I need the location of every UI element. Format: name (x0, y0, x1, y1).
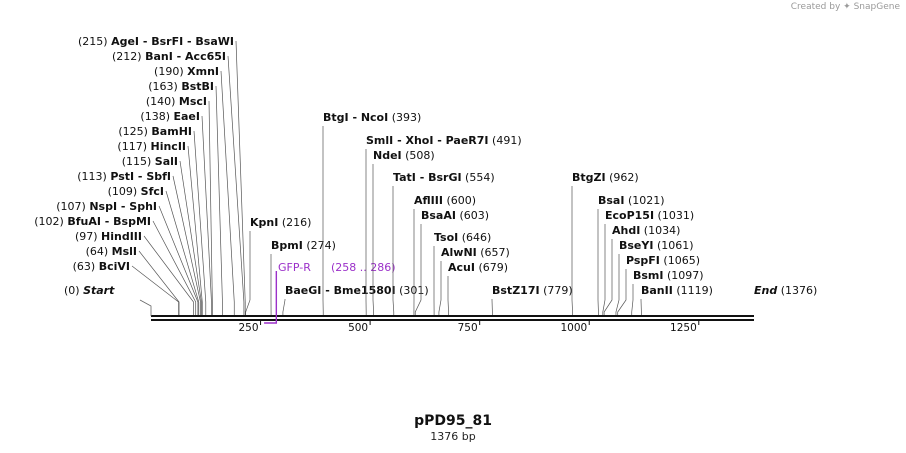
enzyme-site-label: (117) HincII (117, 140, 186, 153)
primer-feature-bracket (264, 271, 278, 324)
tick-label: 250 (239, 322, 259, 334)
enzyme-leader-line (447, 276, 449, 315)
snapgene-logo-icon: ✦ (843, 2, 851, 12)
enzyme-site-label: NdeI (508) (373, 149, 435, 162)
enzyme-site-label: BaeGI - Bme1580I (301) (285, 284, 429, 297)
enzyme-leader-line (414, 224, 422, 315)
enzyme-leader-line (143, 235, 194, 315)
enzyme-leader-line (438, 261, 442, 315)
enzyme-site-label: AlwNI (657) (441, 246, 510, 259)
enzyme-leader-line (131, 265, 179, 315)
feature-range-gfp-r: (258 .. 286) (331, 261, 396, 274)
tick-label: 1000 (560, 322, 587, 334)
enzyme-site-label: (102) BfuAI - BspMI (34, 215, 151, 228)
snapgene-credit: Created by ✦ SnapGene (791, 2, 900, 12)
tick-label: 750 (458, 322, 478, 334)
enzyme-site-label: BanII (1119) (641, 284, 713, 297)
end-label: End (1376) (754, 284, 817, 297)
enzyme-site-label: BsaI (1021) (598, 194, 665, 207)
enzyme-site-label: (140) MscI (146, 95, 207, 108)
enzyme-leader-line (193, 130, 207, 315)
enzyme-site-label: AcuI (679) (448, 261, 508, 274)
enzyme-site-label: (113) PstI - SbfI (77, 170, 171, 183)
enzyme-site-label: (163) BstBI (148, 80, 214, 93)
enzyme-site-label: (115) SalI (122, 155, 178, 168)
enzyme-leader-line (615, 254, 620, 315)
tick-label: 1250 (670, 322, 697, 334)
enzyme-leader-line (602, 224, 606, 315)
enzyme-site-label: (64) MslI (86, 245, 137, 258)
enzyme-leader-line (201, 115, 212, 315)
enzyme-site-label: BsaAI (603) (421, 209, 489, 222)
credit-brand: SnapGene (853, 2, 900, 12)
enzyme-site-label: (109) SfcI (108, 185, 164, 198)
enzyme-site-label: KpnI (216) (250, 216, 311, 229)
plasmid-length: 1376 bp (430, 430, 476, 443)
enzyme-site-label: EcoP15I (1031) (605, 209, 694, 222)
enzyme-site-label: (97) HindIII (75, 230, 142, 243)
start-label: (0) Start (64, 284, 115, 297)
enzyme-leader-line (282, 299, 286, 315)
enzyme-site-label: BsmI (1097) (633, 269, 704, 282)
enzyme-leader-line (245, 231, 251, 315)
enzyme-leader-line (235, 40, 246, 315)
enzyme-leader-line (208, 100, 213, 315)
enzyme-site-label: (138) EaeI (140, 110, 200, 123)
enzyme-leader-line (392, 186, 395, 315)
plasmid-name: pPD95_81 (414, 413, 492, 429)
enzyme-site-label: BtgZI (962) (572, 171, 639, 184)
enzyme-site-label: BseYI (1061) (619, 239, 694, 252)
enzyme-leader-line (220, 70, 235, 315)
enzyme-leader-line (603, 239, 613, 315)
enzyme-leader-line (152, 220, 197, 315)
enzyme-site-label: AflIII (600) (414, 194, 476, 207)
enzyme-leader-line (138, 250, 180, 315)
enzyme-site-label: (125) BamHI (118, 125, 192, 138)
enzyme-site-label: BpmI (274) (271, 239, 336, 252)
enzyme-leader-line (179, 160, 202, 315)
enzyme-leader-line (571, 186, 573, 315)
start-leader-line (139, 299, 152, 316)
enzyme-site-label: (190) XmnI (154, 65, 219, 78)
enzyme-site-label: (215) AgeI - BsrFI - BsaWI (78, 35, 234, 48)
enzyme-leader-line (165, 190, 200, 315)
enzyme-site-label: TatI - BsrGI (554) (393, 171, 495, 184)
enzyme-site-label: AhdI (1034) (612, 224, 680, 237)
enzyme-leader-line (158, 205, 199, 315)
credit-prefix: Created by (790, 2, 841, 12)
enzyme-site-label: (212) BanI - Acc65I (112, 50, 226, 63)
tick-label: 500 (348, 322, 368, 334)
enzyme-leader-line (617, 269, 627, 315)
enzyme-site-label: TsoI (646) (434, 231, 491, 244)
enzyme-leader-line (187, 145, 203, 315)
enzyme-site-label: (107) NspI - SphI (56, 200, 157, 213)
enzyme-leader-line (227, 55, 245, 315)
enzyme-site-label: SmlI - XhoI - PaeR7I (491) (366, 134, 522, 147)
feature-label-gfp-r: GFP-R (278, 261, 311, 274)
enzyme-leader-line (631, 284, 634, 315)
enzyme-site-label: BtgI - NcoI (393) (323, 111, 421, 124)
enzyme-site-label: (63) BciVI (73, 260, 130, 273)
enzyme-site-label: PspFI (1065) (626, 254, 700, 267)
enzyme-leader-line (215, 85, 223, 315)
enzyme-leader-line (372, 164, 374, 315)
enzyme-site-label: BstZ17I (779) (492, 284, 573, 297)
enzyme-leader-line (172, 175, 201, 315)
